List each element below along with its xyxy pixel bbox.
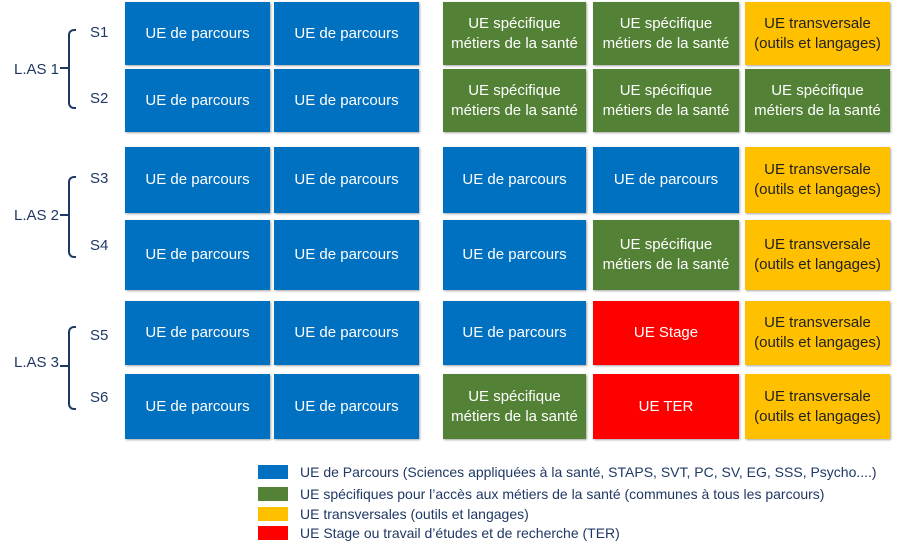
legend-text-transversale: UE transversales (outils et langages) xyxy=(300,506,529,522)
ue-box-s5-2: UE de parcours xyxy=(274,301,419,365)
ue-box-s6-4: UE TER xyxy=(593,374,739,439)
year-bracket-tick-las3 xyxy=(60,365,68,367)
ue-box-s2-4: UE spécifique métiers de la santé xyxy=(593,69,739,132)
ue-box-s3-2: UE de parcours xyxy=(274,147,419,213)
ue-box-s4-2: UE de parcours xyxy=(274,220,419,290)
ue-box-s2-5: UE spécifique métiers de la santé xyxy=(745,69,890,132)
ue-box-s2-1: UE de parcours xyxy=(125,69,270,132)
year-label-las1: L.AS 1 xyxy=(14,61,60,78)
ue-box-s4-4: UE spécifique métiers de la santé xyxy=(593,220,739,290)
semester-label-s6: S6 xyxy=(90,389,109,406)
year-bracket-las2 xyxy=(68,176,76,258)
legend-text-specifique: UE spécifiques pour l’accès aux métiers … xyxy=(300,486,825,502)
ue-box-s1-3: UE spécifique métiers de la santé xyxy=(443,2,586,65)
ue-box-s1-2: UE de parcours xyxy=(274,2,419,65)
ue-box-s6-3: UE spécifique métiers de la santé xyxy=(443,374,586,439)
semester-label-s3: S3 xyxy=(90,170,109,187)
ue-box-s1-5: UE transversale (outils et langages) xyxy=(745,2,890,65)
ue-box-s3-5: UE transversale (outils et langages) xyxy=(745,147,890,213)
ue-box-s5-3: UE de parcours xyxy=(443,301,586,365)
year-bracket-tick-las1 xyxy=(60,67,68,69)
ue-box-s3-3: UE de parcours xyxy=(443,147,586,213)
ue-box-s6-2: UE de parcours xyxy=(274,374,419,439)
legend-swatch-parcours xyxy=(258,465,288,479)
ue-box-s1-4: UE spécifique métiers de la santé xyxy=(593,2,739,65)
semester-label-s4: S4 xyxy=(90,237,109,254)
semester-label-s2: S2 xyxy=(90,90,109,107)
legend-text-stage: UE Stage ou travail d’études et de reche… xyxy=(300,525,620,541)
legend-swatch-specifique xyxy=(258,487,288,501)
year-bracket-las1 xyxy=(68,29,76,109)
legend-swatch-stage xyxy=(258,526,288,540)
ue-box-s4-1: UE de parcours xyxy=(125,220,270,290)
ue-box-s6-1: UE de parcours xyxy=(125,374,270,439)
ue-box-s6-5: UE transversale (outils et langages) xyxy=(745,374,890,439)
ue-box-s4-5: UE transversale (outils et langages) xyxy=(745,220,890,290)
ue-box-s2-2: UE de parcours xyxy=(274,69,419,132)
semester-label-s1: S1 xyxy=(90,24,109,41)
ue-box-s5-4: UE Stage xyxy=(593,301,739,365)
year-label-las3: L.AS 3 xyxy=(14,354,60,371)
year-bracket-tick-las2 xyxy=(60,214,68,216)
ue-box-s3-4: UE de parcours xyxy=(593,147,739,213)
year-label-las2: L.AS 2 xyxy=(14,207,60,224)
ue-box-s1-1: UE de parcours xyxy=(125,2,270,65)
semester-label-s5: S5 xyxy=(90,327,109,344)
ue-box-s5-1: UE de parcours xyxy=(125,301,270,365)
ue-box-s5-5: UE transversale (outils et langages) xyxy=(745,301,890,365)
ue-box-s4-3: UE de parcours xyxy=(443,220,586,290)
ue-box-s2-3: UE spécifique métiers de la santé xyxy=(443,69,586,132)
ue-box-s3-1: UE de parcours xyxy=(125,147,270,213)
legend-text-parcours: UE de Parcours (Sciences appliquées à la… xyxy=(300,464,877,480)
legend-swatch-transversale xyxy=(258,507,288,521)
year-bracket-las3 xyxy=(68,326,76,410)
